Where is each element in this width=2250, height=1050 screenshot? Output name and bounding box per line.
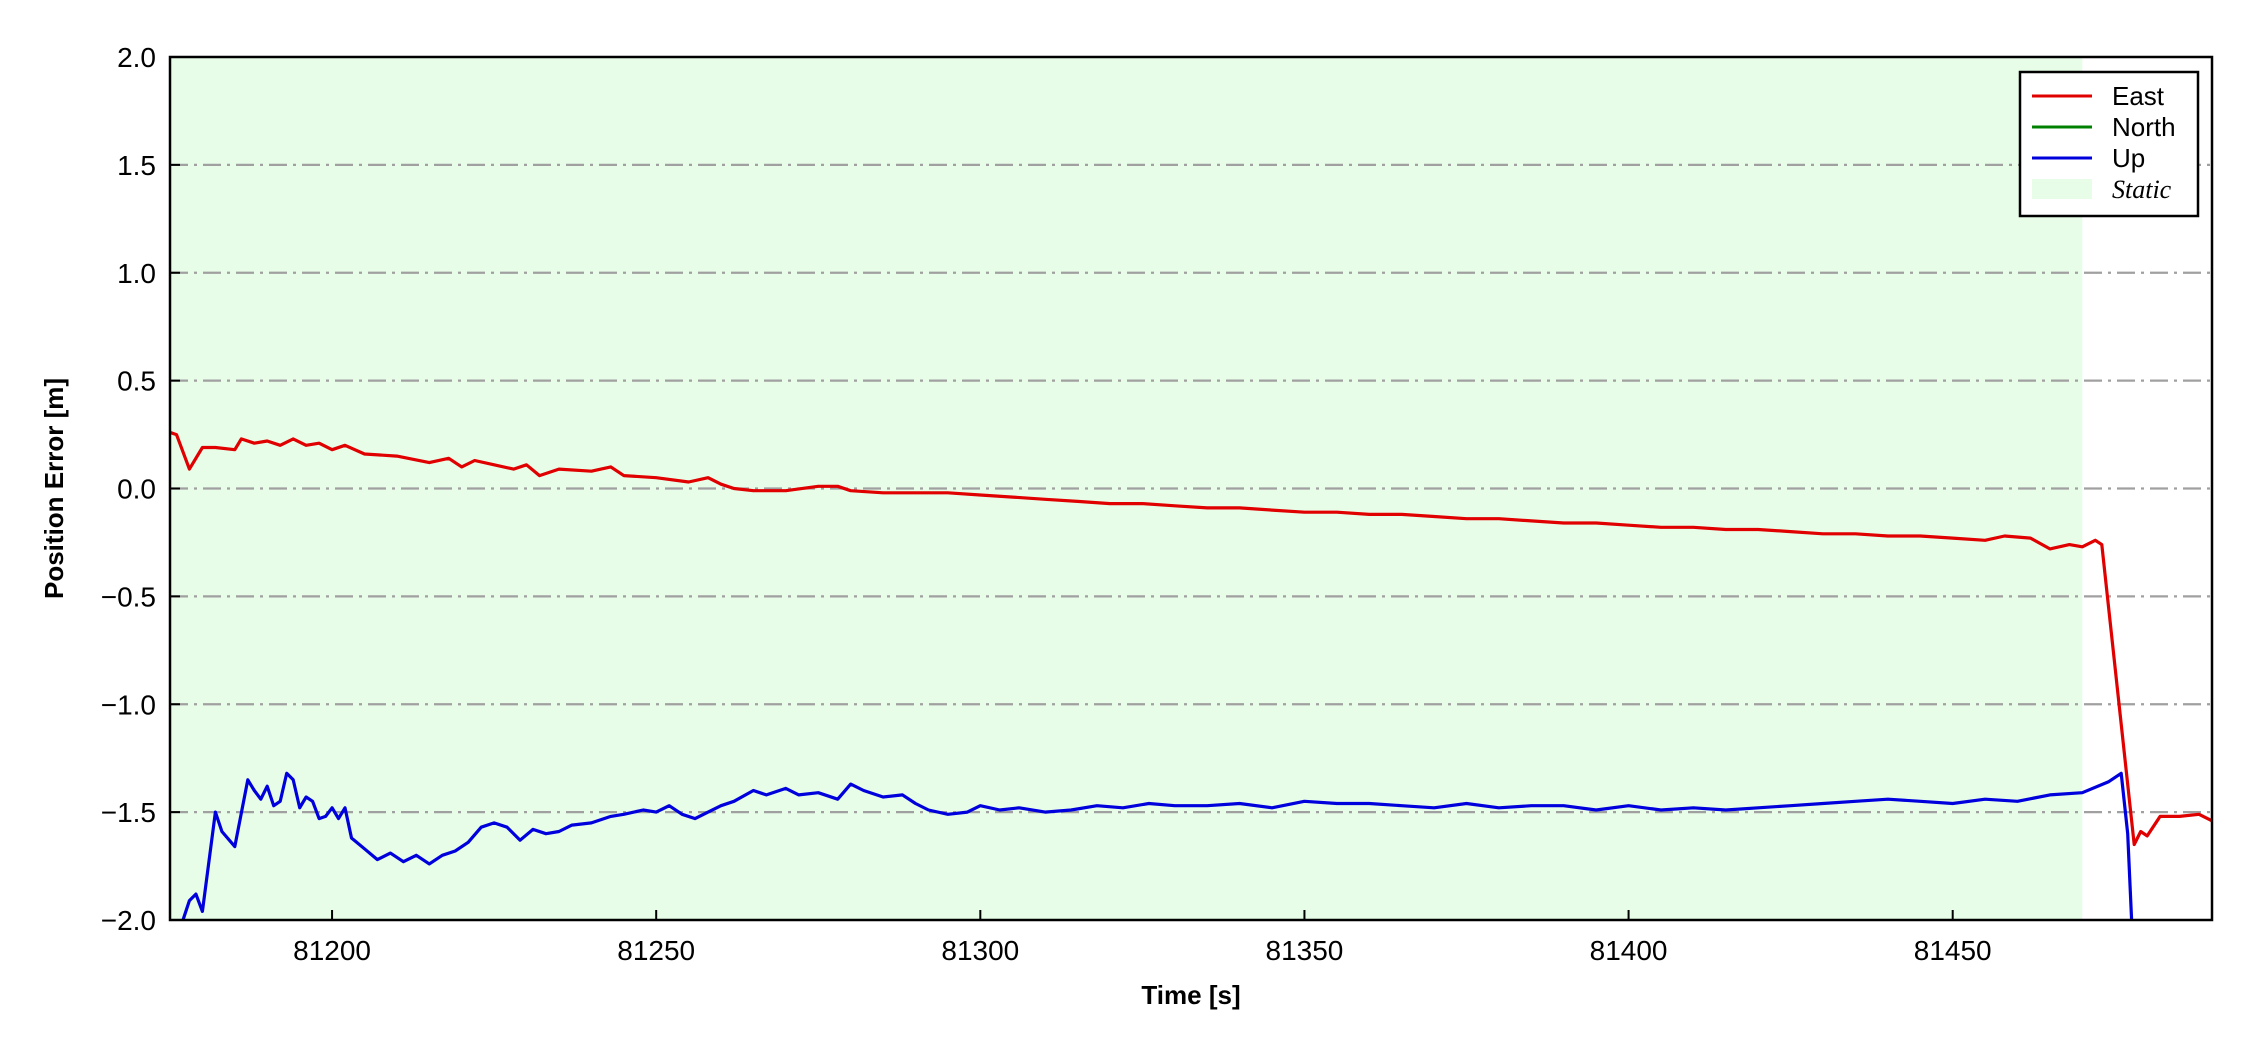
y-tick-label-7: 1.5 xyxy=(117,150,156,181)
legend-static-label: Static xyxy=(2112,175,2172,204)
y-tick-label-8: 2.0 xyxy=(117,42,156,73)
tick-layer: 81200 81250 81300 81350 81400 81450 −2.0 −1.5 −1… xyxy=(101,42,1992,966)
y-tick-label-1: −1.5 xyxy=(101,797,156,828)
y-tick-label-6: 1.0 xyxy=(117,258,156,289)
series-up-line xyxy=(181,771,2134,920)
y-tick-label-5: 0.5 xyxy=(117,366,156,397)
x-tick-label-0: 81200 xyxy=(293,935,371,966)
y-tick-label-3: −0.5 xyxy=(101,581,156,612)
x-tick-label-5: 81450 xyxy=(1914,935,1992,966)
y-tick-label-0: −2.0 xyxy=(101,905,156,936)
x-tick-label-3: 81350 xyxy=(1266,935,1344,966)
legend-north-label: North xyxy=(2112,112,2176,142)
x-tick-label-4: 81400 xyxy=(1590,935,1668,966)
series-layer xyxy=(170,430,2212,920)
x-tick-label-2: 81300 xyxy=(941,935,1019,966)
series-east-line xyxy=(170,430,2212,847)
y-tick-label-4: 0.0 xyxy=(117,474,156,505)
y-axis-title: Position Error [m] xyxy=(39,378,69,599)
legend-up-label: Up xyxy=(2112,143,2145,173)
x-axis-title: Time [s] xyxy=(1141,980,1240,1010)
legend-east-label: East xyxy=(2112,81,2165,111)
legend-static-swatch xyxy=(2032,179,2092,199)
legend: East North Up Static xyxy=(2018,70,2200,218)
y-tick-label-2: −1.0 xyxy=(101,689,156,720)
x-tick-label-1: 81250 xyxy=(617,935,695,966)
grid-layer xyxy=(170,163,2212,814)
